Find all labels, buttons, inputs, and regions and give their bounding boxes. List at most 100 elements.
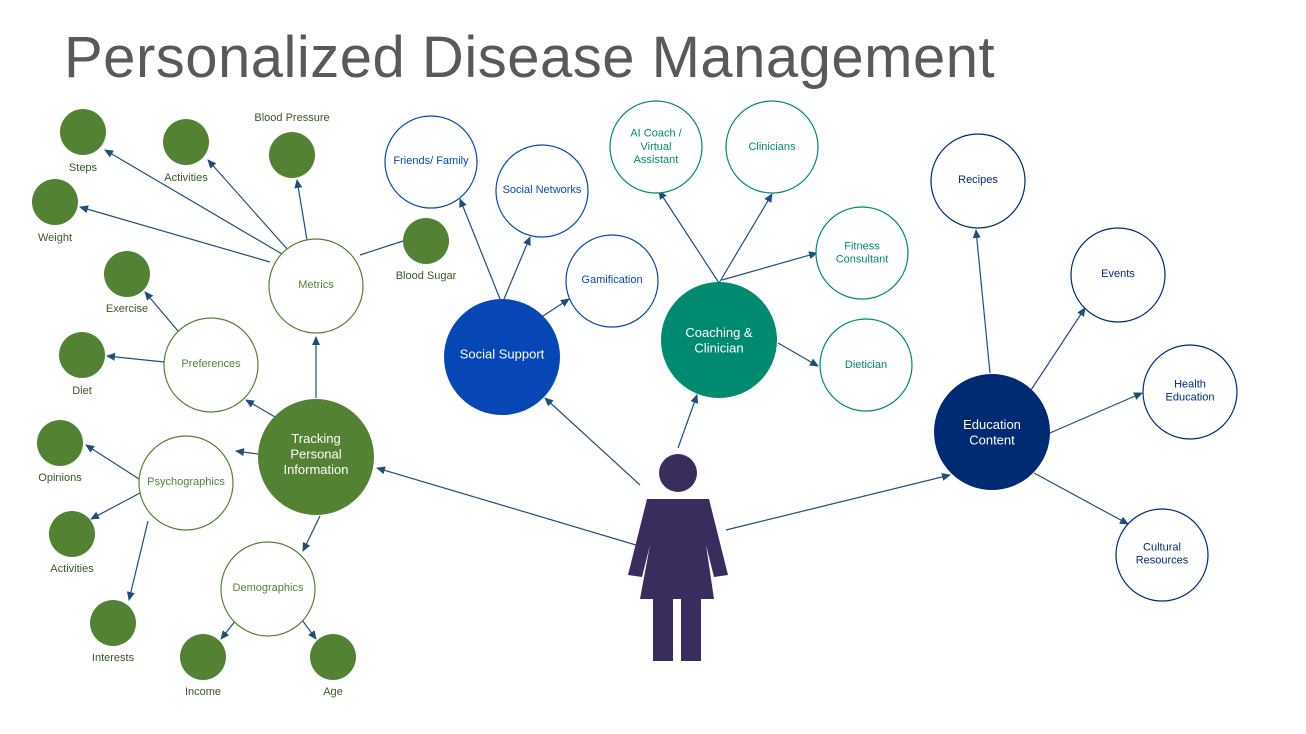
coaching-item-fitness-consultant-label: Fitness Consultant <box>836 240 889 265</box>
woman-icon-body <box>628 499 728 599</box>
preferences-item-diet-label: Diet <box>72 385 92 397</box>
arrow-preferences-diet <box>106 352 165 363</box>
arrow-tracking-demographics <box>302 515 321 552</box>
psychographics-node <box>138 435 234 531</box>
page-title: Personalized Disease Management <box>64 25 996 90</box>
connector-layer <box>79 149 1143 640</box>
woman-icon-head <box>659 454 697 492</box>
psychographics-label: Psychographics <box>147 476 225 488</box>
psychographics-item-interests-label: Interests <box>92 652 135 664</box>
preferences-node <box>163 317 259 413</box>
demographics-item-income-label: Income <box>185 686 221 698</box>
arrow-demographics-income <box>220 619 237 640</box>
coaching-item-ai-coach-virtual-assistant-label: AI Coach / Virtual Assistant <box>630 128 682 166</box>
arrow-education-health <box>1049 392 1143 434</box>
social-hub-label: Social Support <box>460 347 545 362</box>
woman-icon <box>628 454 728 661</box>
education-hub-label: Education Content <box>963 417 1021 448</box>
arrow-demographics-age <box>301 619 317 640</box>
node-layer <box>32 100 1238 680</box>
tracking-hub-label: Tracking Personal Information <box>283 431 348 477</box>
arrow-person-tracking <box>376 466 637 546</box>
arrow-tracking-preferences <box>245 399 276 418</box>
metrics-item-weight-node <box>32 179 78 225</box>
education-item-events-node <box>1070 227 1166 323</box>
social-item-gamification-label: Gamification <box>581 274 642 286</box>
education-item-cultural-resources-label: Cultural Resources <box>1136 541 1189 566</box>
metrics-item-blood-pressure-node <box>269 132 315 178</box>
psychographics-item-interests-node <box>90 600 136 646</box>
arrow-person-education <box>725 473 951 531</box>
psychographics-item-opinions-node <box>37 420 83 466</box>
education-item-health-education-label: Health Education <box>1166 378 1215 403</box>
woman-icon-left-leg <box>653 595 673 661</box>
woman-icon-right-leg <box>681 595 701 661</box>
metrics-item-activities-label: Activities <box>164 172 208 184</box>
social-item-social-networks-node <box>495 144 589 238</box>
education-item-health-education-node <box>1142 344 1238 440</box>
arrow-education-recipes <box>972 229 991 374</box>
arrow-social-gamification <box>542 298 570 317</box>
coaching-item-dietician-label: Dietician <box>845 359 887 371</box>
arrow-person-social <box>544 397 641 486</box>
social-item-gamification-node <box>565 234 659 328</box>
arrow-preferences-exercise <box>144 291 179 332</box>
preferences-item-exercise-label: Exercise <box>106 303 148 315</box>
demographics-node <box>220 541 316 637</box>
psychographics-item-opinions-label: Opinions <box>38 472 82 484</box>
metrics-item-steps-node <box>60 109 106 155</box>
coaching-item-fitness-consultant-node <box>815 206 909 300</box>
demographics-item-income-node <box>180 634 226 680</box>
social-item-friends-family-node <box>384 115 478 209</box>
metrics-label: Metrics <box>298 279 334 291</box>
psychographics-item-activities-label: Activities <box>50 563 94 575</box>
arrow-coaching-dietician <box>777 342 819 367</box>
metrics-item-blood-pressure-label: Blood Pressure <box>254 112 329 124</box>
arrow-metrics-blood-pressure <box>294 179 308 241</box>
education-item-cultural-resources-node <box>1115 508 1209 602</box>
preferences-item-exercise-node <box>104 251 150 297</box>
arrow-psychographics-interests <box>126 520 149 601</box>
arrow-metrics-weight <box>79 205 271 263</box>
demographics-label: Demographics <box>233 582 304 594</box>
metrics-node <box>268 238 364 334</box>
tracking-hub-node <box>258 399 374 515</box>
education-item-recipes-label: Recipes <box>958 174 998 186</box>
social-hub-node <box>444 299 560 415</box>
social-item-social-networks-label: Social Networks <box>503 184 582 196</box>
arrow-metrics-activities <box>207 159 289 251</box>
arrow-coaching-fitness <box>721 251 818 281</box>
education-item-recipes-node <box>930 133 1026 229</box>
education-hub-node <box>934 374 1050 490</box>
arrow-social-networks <box>503 236 531 300</box>
arrow-social-friends <box>459 198 501 300</box>
metrics-item-weight-label: Weight <box>38 232 72 244</box>
preferences-item-diet-node <box>59 332 105 378</box>
demographics-item-age-node <box>310 634 356 680</box>
social-item-friends-family-label: Friends/ Family <box>393 155 469 167</box>
connector-metrics-blood-sugar <box>359 240 404 256</box>
coaching-hub-node <box>661 282 777 398</box>
preferences-label: Preferences <box>181 358 241 370</box>
metrics-item-blood-sugar-node <box>403 218 449 264</box>
arrow-person-coaching <box>677 394 699 449</box>
coaching-item-clinicians-node <box>725 100 819 194</box>
psychographics-item-activities-node <box>49 511 95 557</box>
coaching-item-ai-coach-virtual-assistant-node <box>609 100 703 194</box>
coaching-hub-label: Coaching & Clinician <box>685 325 753 356</box>
arrow-education-events <box>1030 307 1086 391</box>
arrow-education-cultural <box>1033 472 1129 525</box>
arrow-psychographics-activities <box>90 492 141 520</box>
coaching-item-clinicians-label: Clinicians <box>748 141 796 153</box>
label-layer: Tracking Personal Information Social Suppor… <box>38 112 1214 698</box>
metrics-item-blood-sugar-label: Blood Sugar <box>396 270 457 282</box>
education-item-events-label: Events <box>1101 268 1135 280</box>
demographics-item-age-label: Age <box>323 686 343 698</box>
arrow-coaching-clinicians <box>718 193 773 284</box>
arrow-tracking-psychographics <box>235 448 259 457</box>
coaching-item-dietician-node <box>819 318 913 412</box>
arrow-psychographics-opinions <box>85 444 140 480</box>
arrow-coaching-ai <box>658 190 720 284</box>
